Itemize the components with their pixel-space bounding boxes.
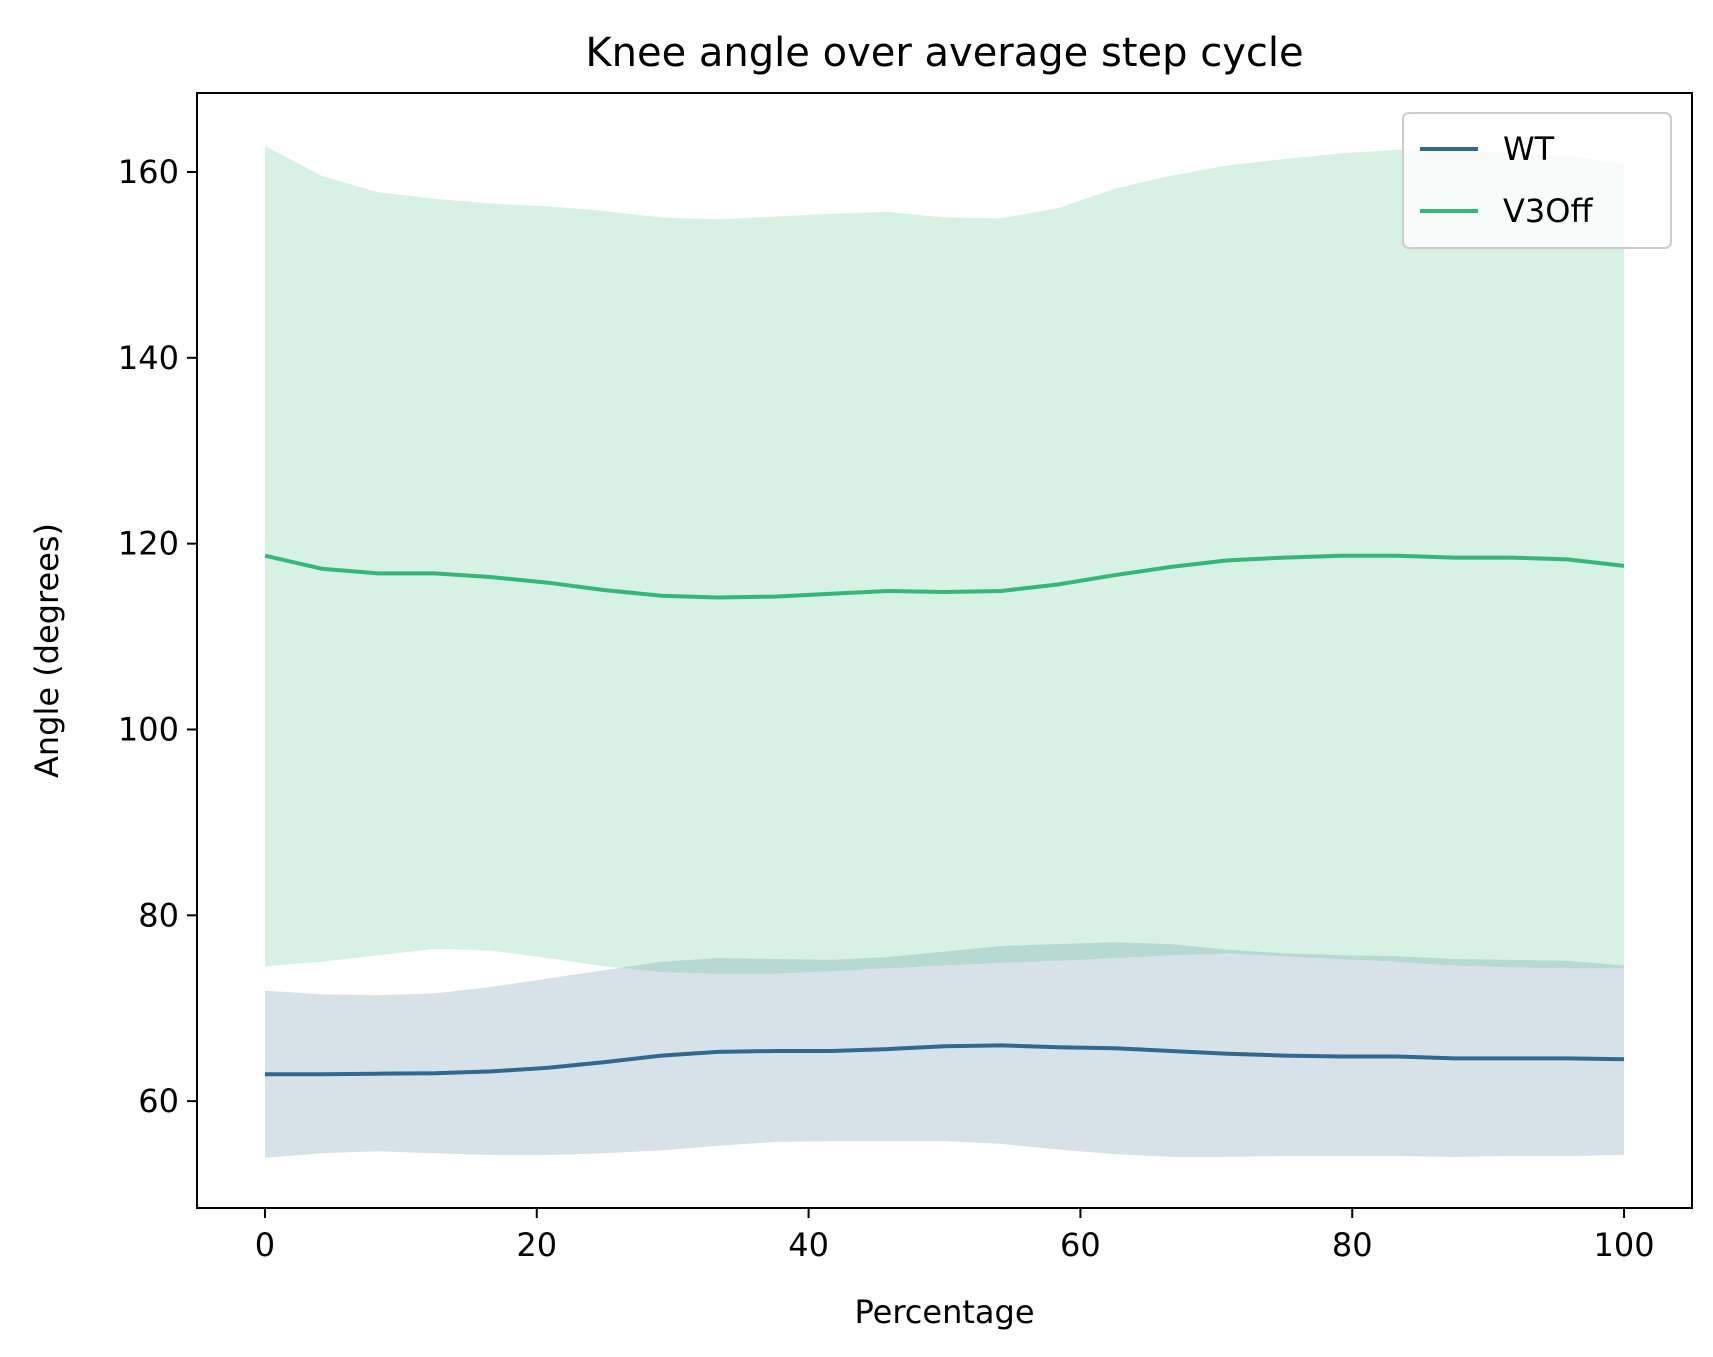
x-tick-label: 60 bbox=[1060, 1226, 1101, 1264]
legend-box bbox=[1402, 112, 1672, 249]
x-tick-label: 100 bbox=[1594, 1226, 1655, 1264]
plot-frame bbox=[196, 92, 1693, 1209]
y-axis-label: Angle (degrees) bbox=[28, 523, 66, 778]
legend-label-v3off: V3Off bbox=[1503, 192, 1593, 230]
chart-title: Knee angle over average step cycle bbox=[585, 30, 1303, 76]
x-tick-label: 40 bbox=[788, 1226, 829, 1264]
legend: WT V3Off bbox=[1402, 112, 1672, 249]
x-axis-label: Percentage bbox=[854, 1293, 1034, 1331]
x-axis-ticks: 0 20 40 60 80 100 bbox=[255, 1208, 1655, 1264]
x-tick-label: 20 bbox=[516, 1226, 557, 1264]
y-tick-label: 120 bbox=[118, 525, 179, 563]
band-wt bbox=[265, 942, 1624, 1158]
y-tick-label: 160 bbox=[118, 153, 179, 191]
line-wt bbox=[265, 1043, 1625, 1077]
y-axis-ticks: 60 80 100 120 140 160 bbox=[118, 153, 197, 1120]
y-tick-label: 100 bbox=[118, 710, 179, 748]
x-tick-label: 80 bbox=[1332, 1226, 1373, 1264]
y-tick-label: 60 bbox=[138, 1082, 179, 1120]
band-v3off bbox=[265, 146, 1624, 974]
x-tick-label: 0 bbox=[255, 1226, 275, 1264]
y-tick-label: 80 bbox=[138, 896, 179, 934]
line-v3off bbox=[264, 553, 1625, 600]
confidence-bands bbox=[265, 146, 1624, 1158]
series-lines bbox=[264, 553, 1625, 1077]
legend-label-wt: WT bbox=[1503, 130, 1555, 168]
y-tick-label: 140 bbox=[118, 339, 179, 377]
